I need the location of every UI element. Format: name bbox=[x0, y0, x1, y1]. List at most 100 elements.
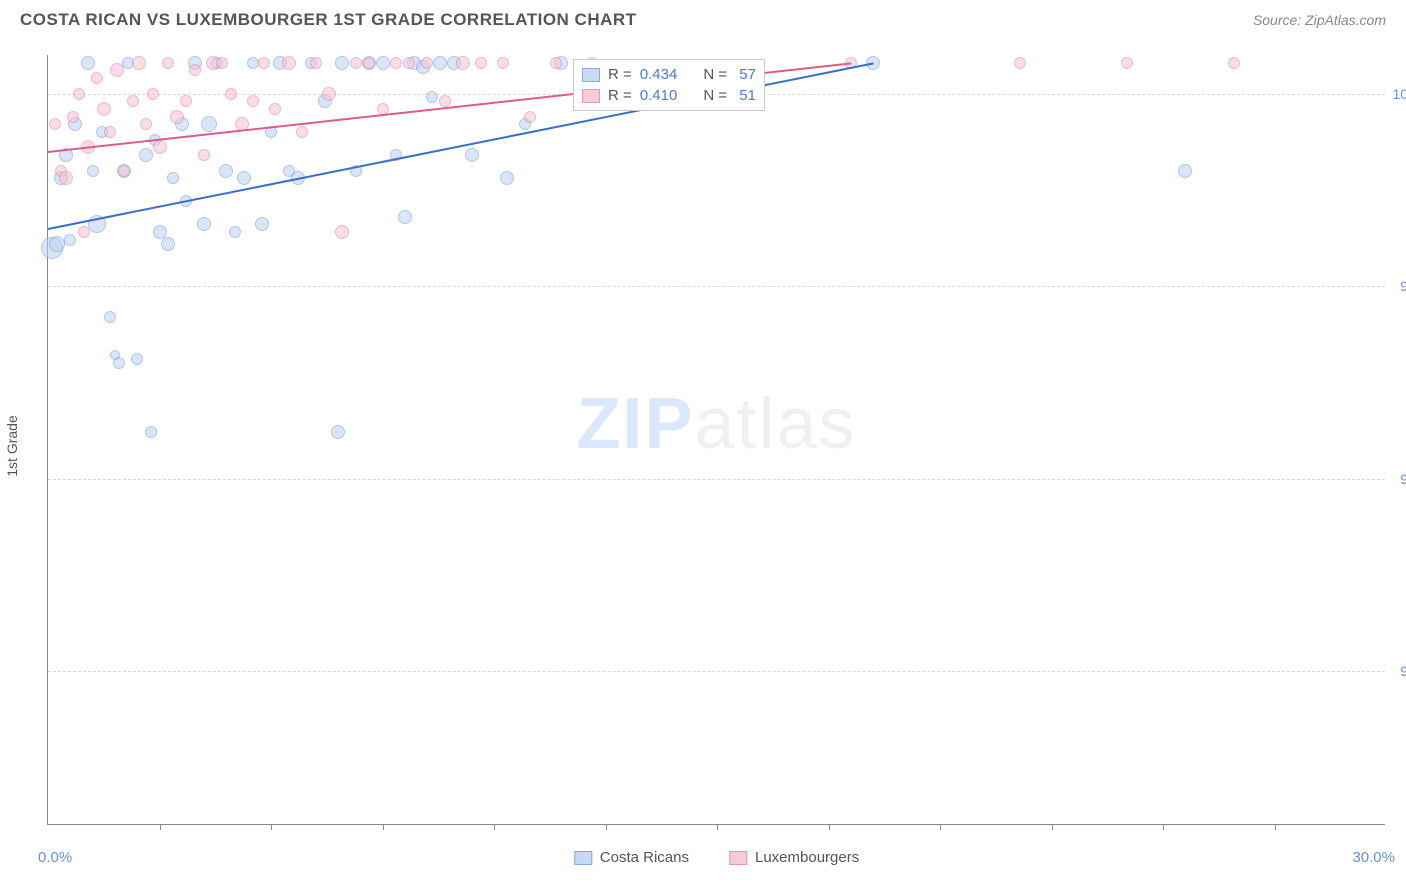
x-tick bbox=[1052, 824, 1053, 830]
scatter-point bbox=[376, 56, 390, 70]
scatter-point bbox=[433, 56, 447, 70]
plot-area: ZIPatlas 92.5%95.0%97.5%100.0%0.0%30.0%R… bbox=[47, 55, 1385, 825]
scatter-point bbox=[426, 91, 438, 103]
scatter-point bbox=[390, 57, 402, 69]
scatter-point bbox=[153, 140, 167, 154]
scatter-point bbox=[118, 165, 130, 177]
scatter-point bbox=[167, 172, 179, 184]
x-tick bbox=[1275, 824, 1276, 830]
x-tick bbox=[717, 824, 718, 830]
legend-item: Costa Ricans bbox=[574, 849, 689, 866]
scatter-point bbox=[1178, 164, 1192, 178]
scatter-point bbox=[500, 171, 514, 185]
gridline bbox=[48, 479, 1385, 480]
stat-r-value: 0.410 bbox=[640, 87, 678, 104]
scatter-point bbox=[335, 225, 349, 239]
scatter-point bbox=[197, 217, 211, 231]
scatter-point bbox=[104, 126, 116, 138]
source-prefix: Source: bbox=[1253, 12, 1305, 28]
scatter-point bbox=[64, 234, 76, 246]
y-tick-label: 100.0% bbox=[1393, 86, 1406, 102]
scatter-point bbox=[255, 217, 269, 231]
scatter-point bbox=[97, 102, 111, 116]
scatter-point bbox=[439, 95, 451, 107]
scatter-point bbox=[403, 57, 415, 69]
scatter-point bbox=[310, 57, 322, 69]
x-tick bbox=[1163, 824, 1164, 830]
scatter-point bbox=[131, 353, 143, 365]
watermark-atlas: atlas bbox=[694, 384, 856, 464]
series-swatch bbox=[582, 89, 600, 103]
scatter-point bbox=[73, 88, 85, 100]
x-tick bbox=[271, 824, 272, 830]
scatter-point bbox=[170, 110, 184, 124]
scatter-point bbox=[201, 116, 217, 132]
scatter-point bbox=[162, 57, 174, 69]
scatter-point bbox=[110, 63, 124, 77]
watermark-zip: ZIP bbox=[576, 384, 694, 464]
y-axis-title: 1st Grade bbox=[4, 415, 20, 476]
scatter-point bbox=[296, 126, 308, 138]
scatter-point bbox=[497, 57, 509, 69]
scatter-point bbox=[456, 56, 470, 70]
scatter-point bbox=[198, 149, 210, 161]
scatter-point bbox=[145, 426, 157, 438]
scatter-point bbox=[269, 103, 281, 115]
scatter-point bbox=[225, 88, 237, 100]
scatter-point bbox=[59, 171, 73, 185]
stat-r-label: R = bbox=[608, 66, 632, 83]
series-swatch bbox=[582, 68, 600, 82]
scatter-point bbox=[465, 148, 479, 162]
x-tick bbox=[494, 824, 495, 830]
scatter-point bbox=[322, 87, 336, 101]
scatter-point bbox=[78, 226, 90, 238]
scatter-point bbox=[189, 64, 201, 76]
stat-n-value: 57 bbox=[735, 66, 756, 83]
scatter-point bbox=[81, 56, 95, 70]
x-tick bbox=[940, 824, 941, 830]
scatter-point bbox=[113, 357, 125, 369]
y-tick-label: 97.5% bbox=[1400, 278, 1406, 294]
scatter-point bbox=[550, 57, 562, 69]
stats-row: R =0.410N = 51 bbox=[582, 85, 756, 106]
scatter-point bbox=[219, 164, 233, 178]
scatter-point bbox=[49, 118, 61, 130]
scatter-point bbox=[335, 56, 349, 70]
scatter-point bbox=[524, 111, 536, 123]
y-tick-label: 95.0% bbox=[1400, 471, 1406, 487]
scatter-point bbox=[1014, 57, 1026, 69]
stat-n-label: N = bbox=[703, 87, 727, 104]
source-attribution: Source: ZipAtlas.com bbox=[1253, 12, 1386, 28]
scatter-point bbox=[161, 237, 175, 251]
x-tick bbox=[606, 824, 607, 830]
gridline bbox=[48, 286, 1385, 287]
legend-swatch bbox=[574, 851, 592, 865]
scatter-point bbox=[258, 57, 270, 69]
scatter-point bbox=[87, 165, 99, 177]
gridline bbox=[48, 671, 1385, 672]
scatter-point bbox=[331, 425, 345, 439]
stat-n-value: 51 bbox=[735, 87, 756, 104]
scatter-point bbox=[229, 226, 241, 238]
scatter-point bbox=[91, 72, 103, 84]
stat-n-label: N = bbox=[703, 66, 727, 83]
chart-header: COSTA RICAN VS LUXEMBOURGER 1ST GRADE CO… bbox=[0, 0, 1406, 36]
scatter-point bbox=[1121, 57, 1133, 69]
legend-item: Luxembourgers bbox=[729, 849, 859, 866]
scatter-point bbox=[216, 57, 228, 69]
scatter-point bbox=[139, 148, 153, 162]
legend-label: Luxembourgers bbox=[755, 849, 859, 866]
scatter-point bbox=[127, 95, 139, 107]
scatter-point bbox=[237, 171, 251, 185]
x-tick bbox=[160, 824, 161, 830]
source-name: ZipAtlas.com bbox=[1305, 12, 1386, 28]
x-tick bbox=[383, 824, 384, 830]
scatter-point bbox=[282, 56, 296, 70]
scatter-point bbox=[421, 57, 433, 69]
scatter-point bbox=[49, 236, 65, 252]
stats-row: R =0.434N = 57 bbox=[582, 64, 756, 85]
stats-box: R =0.434N = 57R = 0.410 N = 51 bbox=[573, 59, 765, 111]
legend-label: Costa Ricans bbox=[600, 849, 689, 866]
scatter-point bbox=[1228, 57, 1240, 69]
x-start-label: 0.0% bbox=[38, 849, 72, 866]
